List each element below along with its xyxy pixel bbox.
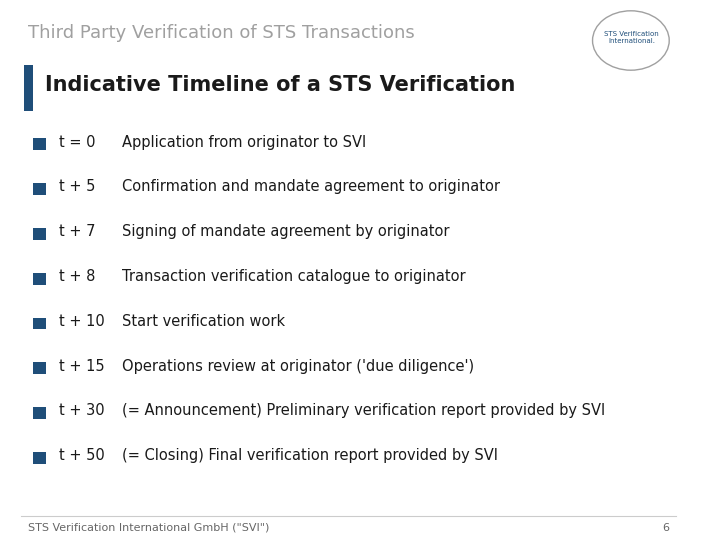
- FancyBboxPatch shape: [33, 273, 46, 285]
- Text: Operations review at originator ('due diligence'): Operations review at originator ('due di…: [122, 359, 474, 374]
- FancyBboxPatch shape: [33, 318, 46, 329]
- Text: t + 10: t + 10: [59, 314, 105, 329]
- FancyBboxPatch shape: [33, 138, 46, 150]
- Text: Signing of mandate agreement by originator: Signing of mandate agreement by originat…: [122, 224, 449, 239]
- Text: STS Verification
International.: STS Verification International.: [604, 31, 659, 44]
- FancyBboxPatch shape: [33, 228, 46, 240]
- Text: 6: 6: [662, 523, 669, 533]
- Text: STS Verification International GmbH ("SVI"): STS Verification International GmbH ("SV…: [28, 523, 269, 533]
- Text: t + 30: t + 30: [59, 403, 105, 418]
- Text: Confirmation and mandate agreement to originator: Confirmation and mandate agreement to or…: [122, 179, 500, 194]
- Text: t + 15: t + 15: [59, 359, 105, 374]
- Text: Start verification work: Start verification work: [122, 314, 285, 329]
- Text: t + 8: t + 8: [59, 269, 96, 284]
- Text: t + 7: t + 7: [59, 224, 96, 239]
- Text: (= Closing) Final verification report provided by SVI: (= Closing) Final verification report pr…: [122, 448, 498, 463]
- FancyBboxPatch shape: [33, 362, 46, 374]
- FancyBboxPatch shape: [24, 65, 33, 111]
- FancyBboxPatch shape: [33, 183, 46, 195]
- FancyBboxPatch shape: [33, 452, 46, 464]
- Text: Third Party Verification of STS Transactions: Third Party Verification of STS Transact…: [28, 24, 415, 42]
- Text: Transaction verification catalogue to originator: Transaction verification catalogue to or…: [122, 269, 466, 284]
- Text: t = 0: t = 0: [59, 134, 96, 150]
- Text: t + 50: t + 50: [59, 448, 105, 463]
- Text: t + 5: t + 5: [59, 179, 96, 194]
- Text: Application from originator to SVI: Application from originator to SVI: [122, 134, 366, 150]
- Text: (= Announcement) Preliminary verification report provided by SVI: (= Announcement) Preliminary verificatio…: [122, 403, 606, 418]
- FancyBboxPatch shape: [33, 407, 46, 419]
- Text: Indicative Timeline of a STS Verification: Indicative Timeline of a STS Verificatio…: [45, 75, 516, 94]
